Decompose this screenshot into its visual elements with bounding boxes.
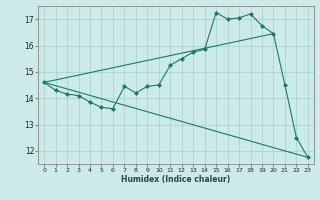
- X-axis label: Humidex (Indice chaleur): Humidex (Indice chaleur): [121, 175, 231, 184]
